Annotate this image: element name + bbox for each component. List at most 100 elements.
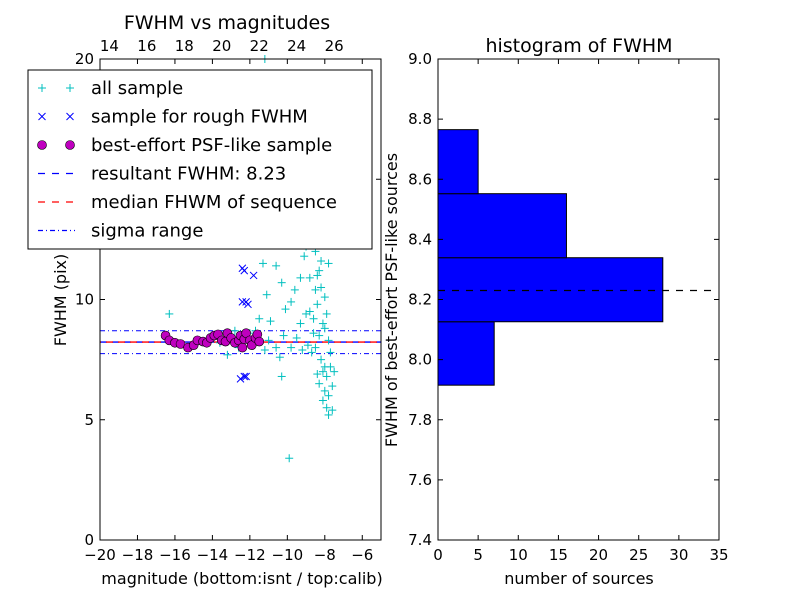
y-tick-label: 8.2 bbox=[408, 291, 432, 309]
legend-marker bbox=[38, 84, 46, 92]
data-point bbox=[322, 309, 331, 318]
data-point bbox=[303, 341, 312, 350]
data-point bbox=[240, 372, 249, 381]
y-tick-label: 9.0 bbox=[408, 50, 432, 68]
series-circle bbox=[160, 328, 265, 353]
legend-entry: sample for rough FWHM bbox=[38, 107, 308, 128]
data-point bbox=[320, 386, 329, 395]
data-point bbox=[277, 372, 286, 381]
data-point bbox=[285, 454, 294, 463]
x-tick-label: 25 bbox=[629, 546, 648, 564]
scatter-x-axis-label: magnitude (bottom:isnt / top:calib) bbox=[101, 569, 382, 588]
data-point bbox=[230, 326, 239, 335]
legend-box bbox=[27, 69, 373, 250]
scatter-title: FWHM vs magnitudes bbox=[124, 12, 330, 34]
y-tick-label: 8.4 bbox=[408, 230, 432, 248]
y-tick-label: 8.6 bbox=[408, 170, 432, 188]
data-point bbox=[324, 391, 333, 400]
data-point bbox=[324, 410, 333, 419]
y-tick-label: 5 bbox=[84, 411, 94, 429]
data-point bbox=[296, 319, 305, 328]
data-point bbox=[298, 346, 307, 355]
x-tick-label: −16 bbox=[159, 546, 191, 564]
data-point bbox=[309, 314, 318, 323]
x-tick-label: −20 bbox=[84, 546, 116, 564]
data-point bbox=[315, 331, 324, 340]
data-point bbox=[262, 290, 271, 299]
data-point bbox=[300, 252, 309, 261]
data-point bbox=[292, 333, 301, 342]
histogram-bar bbox=[437, 129, 479, 195]
top-x-tick-label: 26 bbox=[325, 37, 344, 55]
legend-label: best-effort PSF-like sample bbox=[91, 135, 332, 156]
data-point bbox=[244, 300, 252, 309]
data-point bbox=[320, 293, 329, 302]
data-point bbox=[305, 273, 314, 282]
legend-label: all sample bbox=[91, 78, 183, 99]
x-tick-label: 20 bbox=[589, 546, 608, 564]
data-point bbox=[279, 331, 288, 340]
y-tick-label: 7.4 bbox=[408, 531, 432, 549]
histogram-title: histogram of FWHM bbox=[485, 35, 672, 57]
legend-entry: all sample bbox=[38, 78, 183, 99]
data-point bbox=[317, 257, 326, 266]
data-point bbox=[249, 271, 258, 280]
data-point bbox=[324, 259, 333, 268]
series-x bbox=[236, 264, 258, 383]
data-point bbox=[165, 309, 174, 318]
data-point bbox=[313, 271, 322, 280]
legend: all sample sample for rough FWHM best-effo… bbox=[27, 69, 373, 250]
legend-entry: resultant FWHM: 8.23 bbox=[38, 164, 286, 185]
data-point bbox=[311, 343, 320, 352]
data-point bbox=[290, 285, 299, 294]
data-point bbox=[272, 261, 281, 270]
data-point bbox=[275, 353, 284, 362]
data-point bbox=[255, 314, 264, 323]
data-point bbox=[311, 285, 320, 294]
legend-marker bbox=[66, 112, 74, 121]
data-point bbox=[260, 346, 269, 355]
y-tick-label: 8.8 bbox=[408, 110, 432, 128]
top-x-tick-label: 14 bbox=[100, 37, 119, 55]
legend-marker bbox=[65, 140, 75, 150]
histogram-ticks: 0 5 10 15 20 25 30 35 7.4 7.6 7.8 8.0 8.2 8.4 8.6 8.8 9.… bbox=[408, 50, 728, 564]
top-x-tick-label: 16 bbox=[137, 37, 156, 55]
legend-entry: sigma range bbox=[38, 221, 203, 242]
data-point bbox=[318, 319, 327, 328]
x-tick-label: −14 bbox=[197, 546, 229, 564]
data-point bbox=[326, 362, 335, 371]
scatter-y-axis-label: FWHM (pix) bbox=[51, 254, 70, 347]
data-point bbox=[315, 266, 324, 275]
top-x-tick-label: 18 bbox=[175, 37, 194, 55]
top-x-tick-label: 20 bbox=[212, 37, 231, 55]
data-point bbox=[242, 372, 250, 381]
data-point bbox=[254, 336, 265, 347]
data-point bbox=[240, 266, 249, 275]
scatter-ticks: −20 −18 −16 −14 −12 −10 −8 −6 14 16 18 20 22 24 26 0 5 10… bbox=[75, 37, 381, 564]
y-tick-label: 10 bbox=[75, 291, 94, 309]
data-point bbox=[320, 324, 329, 333]
data-point bbox=[317, 355, 326, 364]
histogram-bar bbox=[437, 321, 495, 386]
legend-entry: median FHWM of sequence bbox=[38, 192, 337, 213]
data-point bbox=[266, 317, 275, 326]
data-point bbox=[237, 342, 248, 353]
data-point bbox=[258, 259, 267, 268]
y-tick-label: 8.0 bbox=[408, 351, 432, 369]
x-tick-label: 0 bbox=[433, 546, 443, 564]
data-point bbox=[277, 278, 286, 287]
histogram-bar bbox=[437, 257, 664, 323]
histogram-y-axis-label: FWHM of best-effort PSF-like sources bbox=[382, 153, 401, 447]
legend-label: sigma range bbox=[91, 221, 203, 242]
histogram-panel: 0 5 10 15 20 25 30 35 7.4 7.6 7.8 8.0 8.2 8.4 8.6 8.8 9.… bbox=[382, 35, 729, 588]
x-tick-label: 10 bbox=[509, 546, 528, 564]
data-point bbox=[264, 336, 273, 345]
data-point bbox=[324, 336, 333, 345]
legend-label: resultant FWHM: 8.23 bbox=[91, 164, 286, 185]
x-tick-label: 30 bbox=[669, 546, 688, 564]
histogram-x-axis-label: number of sources bbox=[504, 569, 654, 588]
data-point bbox=[328, 382, 337, 391]
top-x-tick-label: 22 bbox=[250, 37, 269, 55]
data-point bbox=[315, 379, 324, 388]
